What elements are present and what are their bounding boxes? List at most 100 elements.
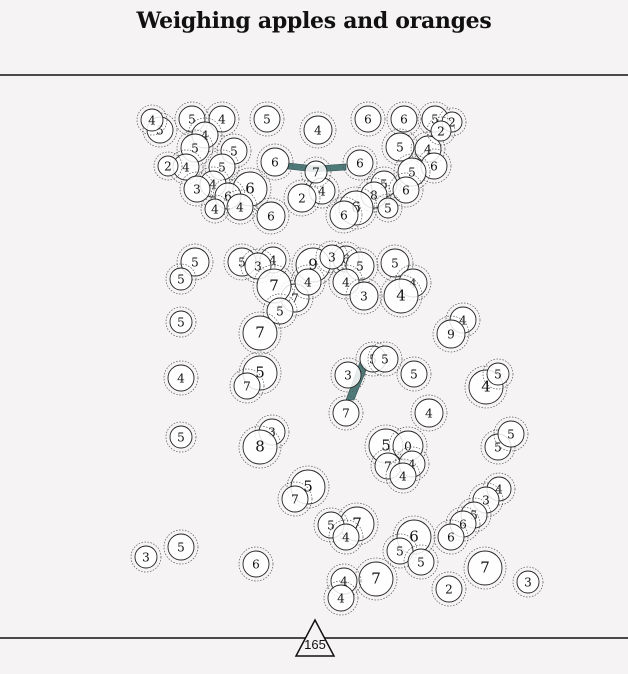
node-label: 4 — [211, 203, 219, 217]
bubble-node: 5 — [262, 293, 298, 329]
node-halo — [354, 557, 398, 601]
node-halo — [165, 306, 197, 338]
node-circle — [167, 364, 195, 392]
node-halo — [328, 395, 364, 431]
bubble-node: 6 — [238, 546, 274, 582]
node-label: 2 — [298, 192, 306, 206]
node-halo — [326, 563, 362, 599]
bubble-node: 9 — [432, 315, 470, 353]
node-label: 4 — [396, 287, 406, 305]
bubble-node: 5 — [373, 193, 403, 223]
node-circle — [319, 244, 345, 270]
node-circle — [140, 108, 164, 132]
node-label: 2 — [437, 125, 445, 139]
node-circle — [303, 115, 333, 145]
node-label: 3 — [360, 290, 368, 304]
node-halo — [350, 101, 386, 137]
bubble-node: 4 — [163, 360, 199, 396]
node-halo — [480, 429, 516, 465]
node-label: 5 — [230, 145, 238, 159]
node-circle — [294, 268, 322, 296]
bubble-node: 5 — [376, 244, 414, 282]
bubble-node: 4 — [379, 274, 423, 318]
node-label: 5 — [177, 431, 185, 445]
node-circle — [371, 345, 399, 373]
node-halo — [431, 571, 467, 607]
node-circle — [266, 297, 294, 325]
node-circle — [204, 198, 226, 220]
node-circle — [377, 197, 399, 219]
bubble-node: 3 — [130, 541, 162, 573]
node-label: 7 — [269, 277, 279, 295]
node-label: 3 — [142, 551, 150, 565]
node-circle — [281, 485, 309, 513]
node-label: 6 — [245, 180, 255, 198]
node-circle — [167, 533, 195, 561]
node-halo — [238, 311, 282, 355]
node-halo — [392, 515, 436, 559]
node-halo — [187, 117, 223, 153]
node-label: 8 — [255, 438, 265, 456]
node-halo — [445, 506, 481, 542]
node-circle — [334, 361, 362, 389]
node-label: 4 — [318, 185, 326, 199]
node-circle — [134, 545, 158, 569]
node-circle — [467, 550, 503, 586]
node-label: 5 — [327, 519, 335, 533]
bubble-node: 7 — [277, 481, 313, 517]
bubble-node: 5 — [493, 416, 529, 452]
node-circle — [407, 548, 435, 576]
node-halo — [238, 546, 274, 582]
node-circle — [169, 425, 193, 449]
node-circle — [414, 398, 444, 428]
node-label: 4 — [342, 276, 350, 290]
node-circle — [304, 160, 328, 184]
node-label: 4 — [218, 113, 226, 127]
node-halo — [229, 368, 265, 404]
node-label: 5 — [381, 353, 389, 367]
node-circle — [332, 523, 360, 551]
node-label: 0 — [404, 440, 412, 454]
node-label: 4 — [409, 277, 417, 291]
node-label: 6 — [459, 518, 467, 532]
bubble-node: 6 — [325, 196, 363, 234]
node-halo — [512, 566, 544, 598]
node-label: 6 — [447, 531, 455, 545]
node-label: 3 — [328, 251, 336, 265]
node-halo — [323, 580, 359, 616]
node-halo — [165, 421, 197, 453]
node-halo — [373, 193, 403, 223]
bubble-node: 5 — [176, 243, 214, 281]
node-halo — [142, 112, 178, 148]
node-label: 4 — [340, 575, 348, 589]
node-halo — [493, 416, 529, 452]
node-label: 5 — [191, 142, 199, 156]
node-halo — [153, 151, 183, 181]
node-halo — [252, 197, 290, 235]
node-halo — [445, 302, 481, 338]
node-halo — [249, 101, 285, 137]
node-halo — [290, 264, 326, 300]
node-label: 5 — [356, 260, 364, 274]
node-halo — [463, 546, 507, 590]
node-label: 3 — [524, 576, 532, 590]
node-label: 5 — [417, 556, 425, 570]
node-label: 7 — [243, 380, 251, 394]
node-label: 5 — [177, 316, 185, 330]
node-circle — [287, 183, 317, 213]
node-label: 8 — [370, 189, 378, 203]
bubble-node: 3 — [179, 171, 215, 207]
node-label: 3 — [482, 494, 490, 508]
node-label: 6 — [342, 253, 350, 267]
node-halo — [304, 173, 340, 209]
node-circle — [386, 537, 414, 565]
bubble-node: 5 — [396, 356, 432, 392]
node-circle — [390, 105, 418, 133]
node-halo — [238, 351, 282, 395]
node-label: 5 — [431, 113, 439, 127]
node-circle — [260, 147, 290, 177]
node-halo — [379, 274, 423, 318]
node-circle — [437, 523, 465, 551]
node-label: 4 — [269, 254, 277, 268]
